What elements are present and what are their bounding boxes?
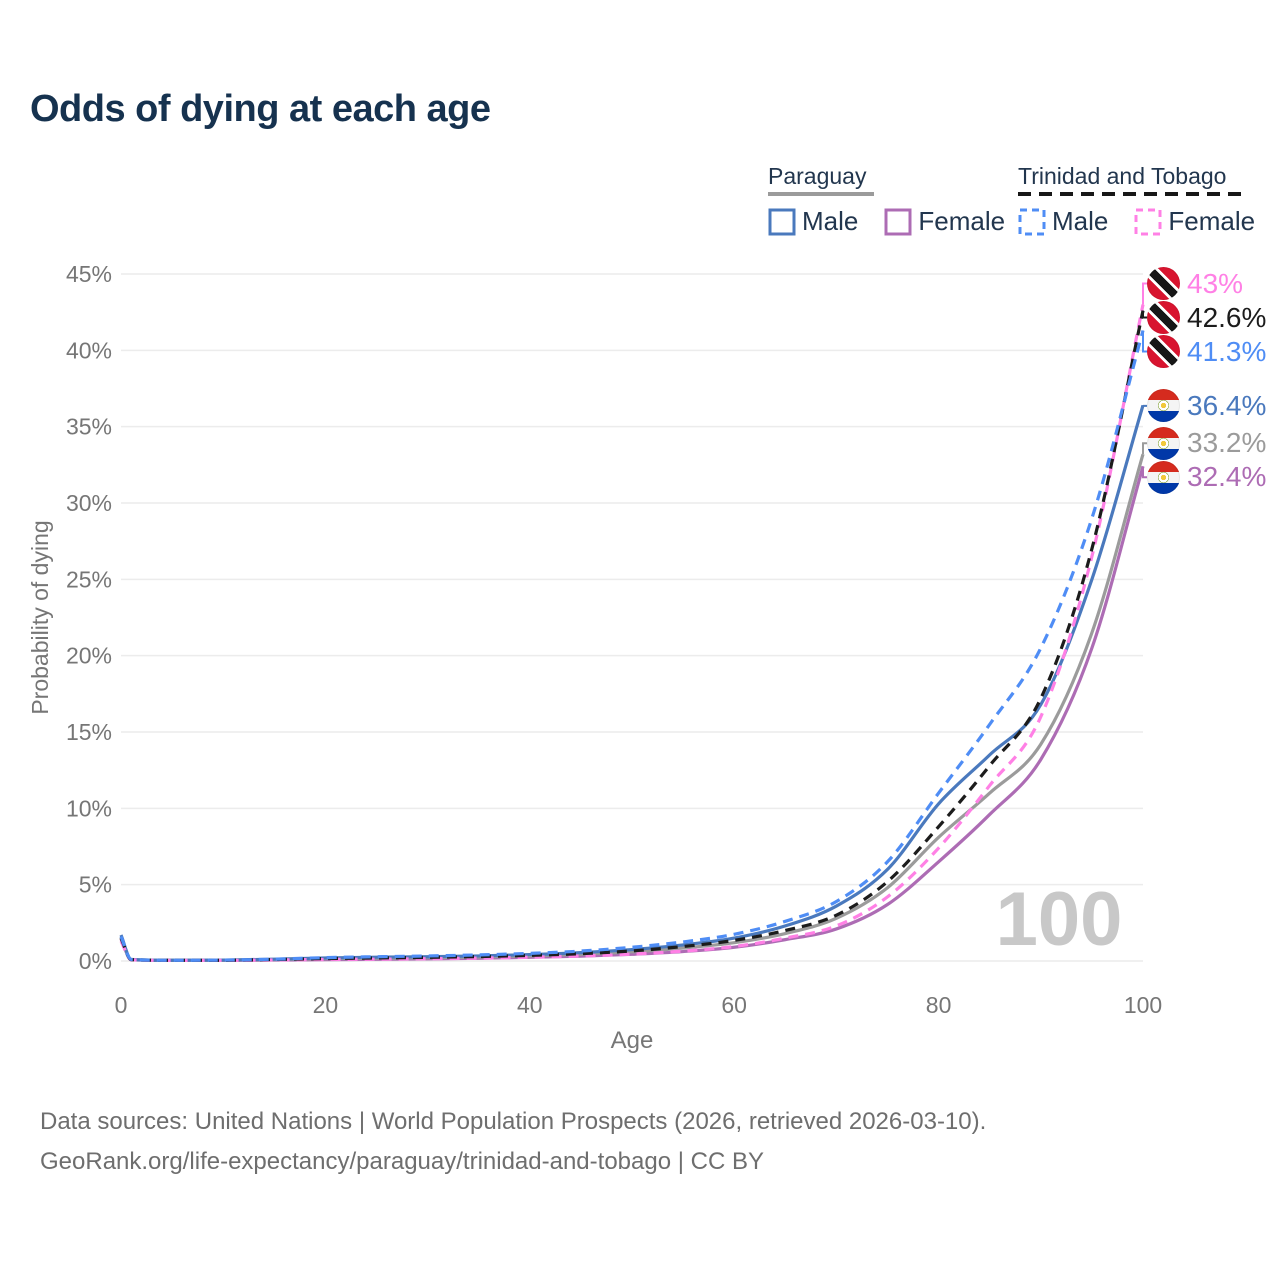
- x-tick-label: 60: [721, 992, 747, 1018]
- legend-paraguay-underline-solid: [768, 192, 874, 196]
- watermark-100: 100: [996, 877, 1123, 962]
- legend-label-male: Male: [802, 206, 859, 236]
- leader-line-py-male: [1142, 404, 1147, 407]
- legend-label-male: Male: [1052, 206, 1109, 236]
- x-axis-title: Age: [611, 1027, 654, 1054]
- leader-line-py-female: [1142, 466, 1147, 479]
- legend-trinidad: Trinidad and Tobago Male Female: [1018, 163, 1255, 237]
- attribution-text: GeoRank.org/life-expectancy/paraguay/tri…: [40, 1148, 764, 1175]
- legend-label-female: Female: [1168, 206, 1256, 236]
- x-tick-label: 100: [1124, 992, 1162, 1018]
- leader-line-py-both: [1142, 442, 1147, 455]
- y-tick-label: 30%: [66, 490, 112, 516]
- paraguay-female-swatch-icon: [884, 208, 912, 235]
- y-tick-label: 10%: [66, 795, 112, 821]
- leader-line-tt-male: [1142, 330, 1147, 353]
- legend-item-trinidad-female: Female: [1134, 206, 1255, 237]
- legend-trinidad-title: Trinidad and Tobago: [1018, 163, 1227, 189]
- legend-item-trinidad-male: Male: [1018, 206, 1108, 237]
- legend-paraguay: Paraguay Male Female: [768, 163, 1005, 237]
- y-tick-label: 0%: [79, 948, 112, 974]
- y-tick-label: 15%: [66, 719, 112, 745]
- y-axis-title: Probability of dying: [27, 520, 53, 714]
- x-tick-label: 0: [115, 992, 128, 1018]
- y-tick-label: 5%: [79, 872, 112, 898]
- legend-label-female: Female: [918, 206, 1006, 236]
- paraguay-male-swatch-icon: [768, 208, 796, 235]
- y-tick-label: 45%: [66, 261, 112, 287]
- y-tick-label: 35%: [66, 414, 112, 440]
- legend-item-paraguay-female: Female: [884, 206, 1005, 237]
- leader-line-tt-female: [1142, 282, 1147, 305]
- legend-trinidad-underline-dashed: [1018, 192, 1247, 196]
- y-tick-label: 20%: [66, 643, 112, 669]
- trinidad-male-swatch-icon: [1018, 208, 1046, 235]
- x-tick-label: 80: [926, 992, 952, 1018]
- series-line-py-female: [119, 465, 1145, 962]
- x-tick-label: 40: [517, 992, 543, 1018]
- trinidad-female-swatch-icon: [1134, 208, 1162, 235]
- legend-item-paraguay-male: Male: [768, 206, 858, 237]
- series-line-tt-both: [119, 310, 1145, 962]
- data-source-text: Data sources: United Nations | World Pop…: [40, 1108, 987, 1135]
- leader-line-tt-both: [1142, 310, 1147, 319]
- x-tick-label: 20: [313, 992, 339, 1018]
- y-tick-label: 25%: [66, 566, 112, 592]
- series-line-py-male: [119, 404, 1145, 962]
- series-line-tt-male: [119, 330, 1145, 962]
- legend-paraguay-title: Paraguay: [768, 163, 867, 189]
- y-tick-label: 40%: [66, 337, 112, 363]
- page-title: Odds of dying at each age: [30, 88, 491, 130]
- series-line-tt-female: [119, 304, 1145, 962]
